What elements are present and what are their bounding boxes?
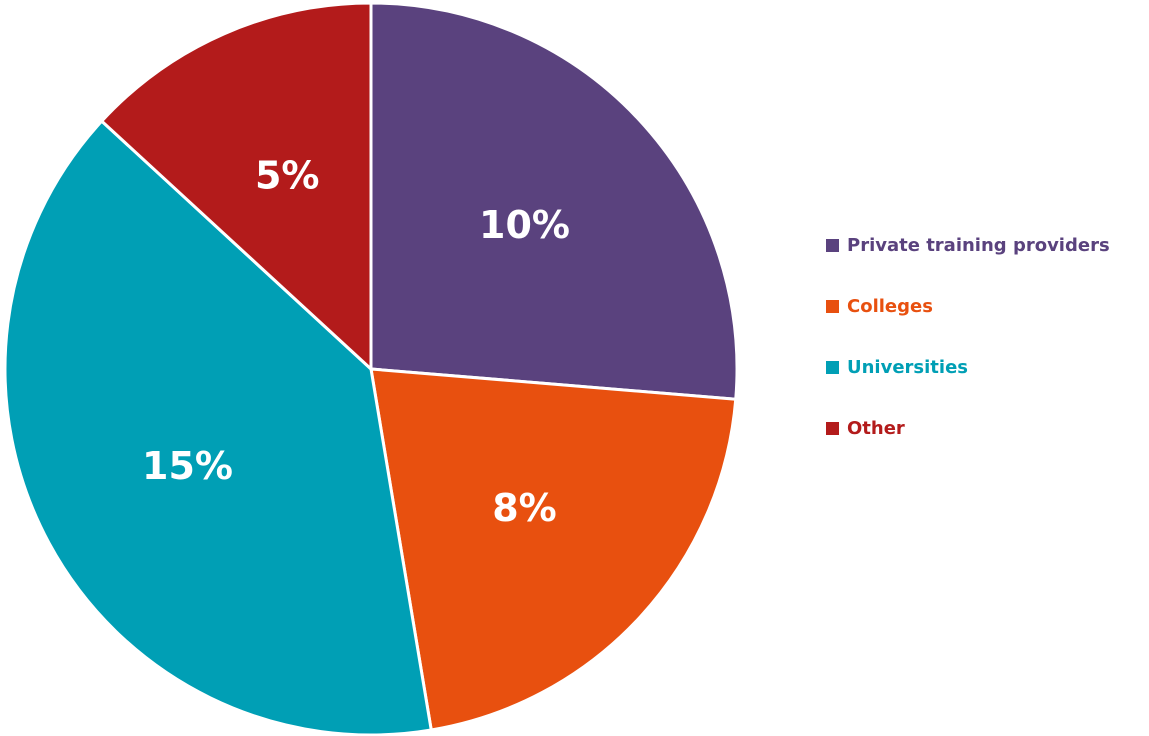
legend-label: Private training providers <box>847 235 1110 256</box>
legend-swatch <box>826 361 839 374</box>
legend-label: Colleges <box>847 296 933 317</box>
slice-label: 8% <box>492 486 557 530</box>
pie-slice <box>3 118 433 736</box>
legend-swatch <box>826 422 839 435</box>
slice-label: 5% <box>255 153 320 197</box>
pie-slice <box>99 1 373 373</box>
legend-swatch <box>826 300 839 313</box>
legend-label: Other <box>847 418 905 439</box>
slice-label: 10% <box>479 203 570 247</box>
pie-slice <box>369 1 739 401</box>
slice-label: 15% <box>142 444 233 488</box>
pie-slice <box>369 367 738 732</box>
legend-swatch <box>826 239 839 252</box>
legend-label: Universities <box>847 357 968 378</box>
